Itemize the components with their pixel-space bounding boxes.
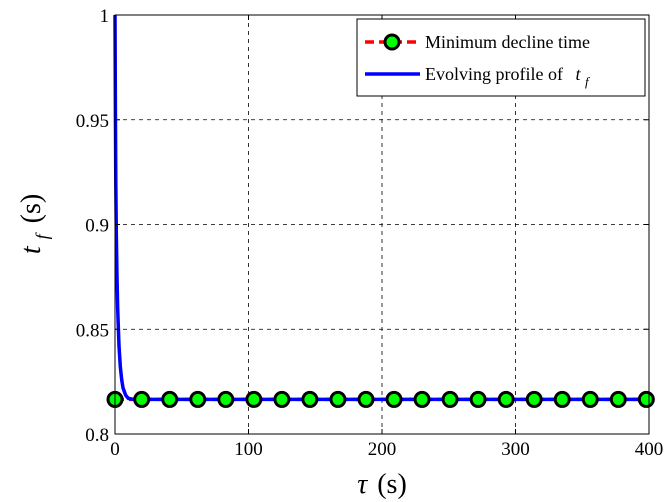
series-min-decline-marker — [385, 390, 403, 408]
legend-entry-evolving-profile: Evolving profile of t f — [365, 64, 591, 89]
series-min-decline-marker — [609, 390, 627, 408]
legend-box — [356, 18, 646, 97]
series-min-decline-marker — [189, 390, 207, 408]
grid — [115, 15, 649, 434]
y-axis-symbol: t — [16, 245, 47, 254]
legend-entry-minimum-decline-time: Minimum decline time — [365, 32, 590, 52]
legend-label-evolving-text: Evolving profile of — [425, 64, 563, 84]
legend-label-evolving-profile: Evolving profile of t f — [425, 64, 591, 89]
x-tick-label: 100 — [234, 439, 263, 460]
x-tick-label: 200 — [368, 439, 397, 460]
series-min-decline-marker — [217, 390, 235, 408]
series-min-decline-marker — [525, 390, 543, 408]
series-min-decline-marker — [441, 390, 459, 408]
legend-label-minimum-decline-time: Minimum decline time — [425, 32, 590, 52]
x-axis-symbol: τ — [357, 469, 368, 500]
series-min-decline-marker — [133, 390, 151, 408]
series-min-decline-marker — [469, 390, 487, 408]
series-min-decline-marker — [245, 390, 263, 408]
legend-swatch-marker — [383, 33, 401, 51]
y-axis-subscript: f — [32, 231, 52, 239]
series-min-decline-marker — [413, 390, 431, 408]
series-min-decline-marker — [301, 390, 319, 408]
series-min-decline-marker — [161, 390, 179, 408]
y-axis-unit: (s) — [16, 194, 47, 224]
y-tick-label: 0.95 — [76, 111, 109, 132]
legend-label-evolving-subscript: f — [585, 74, 591, 89]
series-evolving-profile-line — [113, 14, 649, 402]
series-min-decline-marker — [553, 390, 571, 408]
series-min-decline-marker — [581, 390, 599, 408]
x-axis-label: τ (s) — [357, 469, 407, 500]
x-axis-unit: (s) — [377, 469, 407, 500]
y-tick-label: 1 — [100, 6, 110, 27]
x-tick-label: 300 — [501, 439, 530, 460]
x-tick-label: 400 — [635, 439, 664, 460]
y-tick-label: 0.9 — [85, 216, 109, 237]
series-min-decline-marker — [357, 390, 375, 408]
series-min-decline-marker — [637, 390, 655, 408]
series-min-decline-marker — [329, 390, 347, 408]
y-axis-label: t f (s) — [16, 194, 55, 254]
series-min-decline-marker — [497, 390, 515, 408]
x-tick-label: 0 — [110, 439, 120, 460]
series-min-decline-marker — [273, 390, 291, 408]
legend: Minimum decline time Evolving profile of… — [356, 18, 646, 97]
ticks: 0 100 200 300 400 0.8 0.85 0.9 0.95 1 — [76, 6, 664, 460]
y-tick-label: 0.8 — [85, 425, 109, 446]
series-layer — [106, 14, 655, 408]
legend-label-evolving-symbol: t — [575, 64, 581, 84]
y-tick-label: 0.85 — [76, 320, 109, 341]
